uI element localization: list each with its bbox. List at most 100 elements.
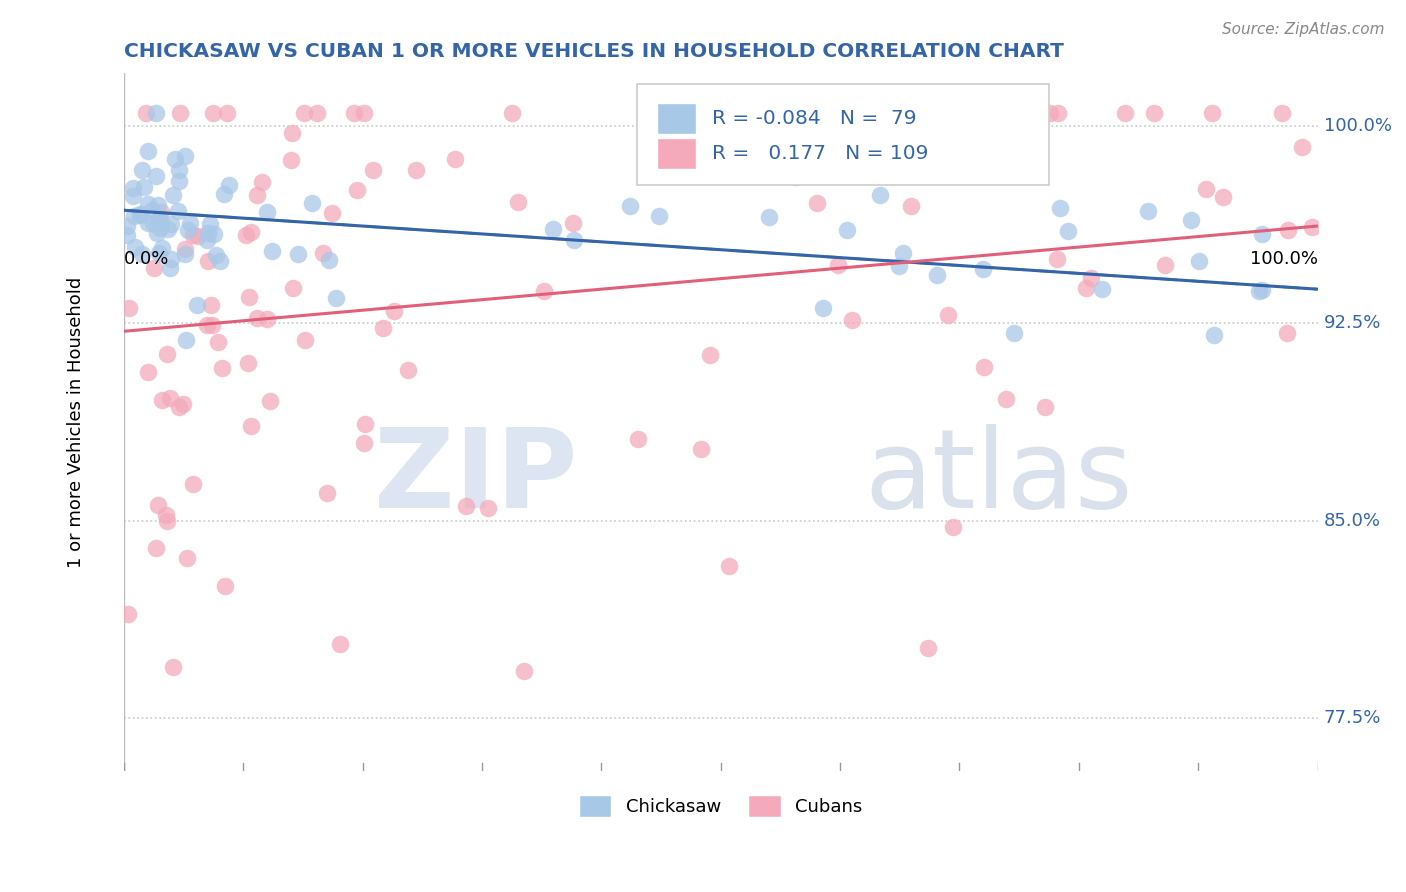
Point bbox=[201, 106, 224, 120]
Point bbox=[329, 637, 352, 651]
Point bbox=[811, 301, 834, 316]
Point bbox=[146, 226, 169, 240]
Point bbox=[1046, 252, 1069, 267]
Point bbox=[177, 223, 200, 237]
Bar bbox=[658, 137, 696, 169]
Point bbox=[1002, 326, 1025, 340]
Point bbox=[643, 106, 665, 120]
Point bbox=[149, 213, 172, 227]
Point bbox=[256, 311, 278, 326]
Text: R =   0.177   N = 109: R = 0.177 N = 109 bbox=[713, 145, 929, 163]
Point bbox=[718, 559, 741, 574]
Point bbox=[619, 199, 641, 213]
Point bbox=[162, 187, 184, 202]
Point bbox=[361, 163, 384, 178]
Point bbox=[131, 247, 153, 261]
Point bbox=[235, 227, 257, 242]
Point bbox=[169, 106, 191, 120]
Text: 92.5%: 92.5% bbox=[1323, 314, 1381, 333]
Point bbox=[353, 417, 375, 432]
Point bbox=[172, 397, 194, 411]
Point bbox=[938, 106, 960, 120]
Point bbox=[806, 196, 828, 211]
Point bbox=[165, 152, 187, 166]
Point bbox=[689, 442, 711, 456]
Point bbox=[925, 106, 948, 120]
Point bbox=[941, 106, 963, 120]
Point bbox=[256, 205, 278, 219]
Point bbox=[995, 392, 1018, 406]
Text: 100.0%: 100.0% bbox=[1250, 250, 1317, 268]
Point bbox=[541, 222, 564, 236]
Point bbox=[346, 183, 368, 197]
Point bbox=[1046, 106, 1069, 120]
Point bbox=[1212, 190, 1234, 204]
Point bbox=[174, 247, 197, 261]
Point bbox=[668, 120, 690, 134]
Point bbox=[148, 246, 170, 260]
Point bbox=[869, 187, 891, 202]
Point bbox=[1249, 284, 1271, 298]
Point bbox=[827, 258, 849, 272]
Point bbox=[236, 356, 259, 370]
Point bbox=[305, 106, 328, 120]
Text: R = -0.084   N =  79: R = -0.084 N = 79 bbox=[713, 109, 917, 128]
Point bbox=[141, 203, 163, 218]
Point bbox=[169, 163, 191, 178]
Point bbox=[205, 248, 228, 262]
Point bbox=[142, 260, 165, 275]
Point bbox=[122, 188, 145, 202]
Point bbox=[240, 225, 263, 239]
Point bbox=[181, 227, 204, 242]
Point bbox=[1153, 259, 1175, 273]
Point bbox=[321, 205, 343, 219]
Point bbox=[200, 298, 222, 312]
Point bbox=[138, 216, 160, 230]
Point bbox=[887, 259, 910, 273]
Text: ZIP: ZIP bbox=[374, 425, 578, 532]
Point bbox=[148, 498, 170, 512]
Point bbox=[281, 281, 304, 295]
Point bbox=[1076, 280, 1098, 294]
Point bbox=[136, 144, 159, 158]
Point bbox=[562, 233, 585, 247]
Point bbox=[129, 207, 152, 221]
Point bbox=[174, 149, 197, 163]
Point bbox=[627, 432, 650, 446]
Point bbox=[942, 520, 965, 534]
Point bbox=[173, 242, 195, 256]
Point bbox=[1180, 212, 1202, 227]
Point bbox=[1277, 223, 1299, 237]
Point bbox=[136, 365, 159, 379]
Point bbox=[353, 106, 375, 120]
Point bbox=[217, 106, 239, 120]
Point bbox=[692, 163, 714, 178]
Point bbox=[145, 106, 167, 120]
Point bbox=[156, 514, 179, 528]
Point bbox=[318, 253, 340, 268]
Point bbox=[891, 245, 914, 260]
Point bbox=[186, 298, 208, 312]
Point bbox=[174, 333, 197, 347]
Point bbox=[238, 290, 260, 304]
Point bbox=[115, 219, 138, 234]
Point bbox=[136, 196, 159, 211]
Point bbox=[456, 499, 478, 513]
Point bbox=[167, 174, 190, 188]
Point bbox=[167, 204, 190, 219]
Point bbox=[146, 198, 169, 212]
Point bbox=[156, 347, 179, 361]
Point bbox=[176, 551, 198, 566]
Point bbox=[145, 169, 167, 183]
Point bbox=[142, 216, 165, 230]
Legend: Chickasaw, Cubans: Chickasaw, Cubans bbox=[572, 788, 870, 824]
Point bbox=[315, 486, 337, 500]
Point bbox=[115, 227, 138, 242]
Point bbox=[211, 360, 233, 375]
Point bbox=[131, 162, 153, 177]
Point bbox=[803, 106, 825, 120]
Point bbox=[155, 508, 177, 522]
Point bbox=[148, 213, 170, 227]
Point bbox=[160, 217, 183, 231]
Point bbox=[785, 169, 807, 184]
